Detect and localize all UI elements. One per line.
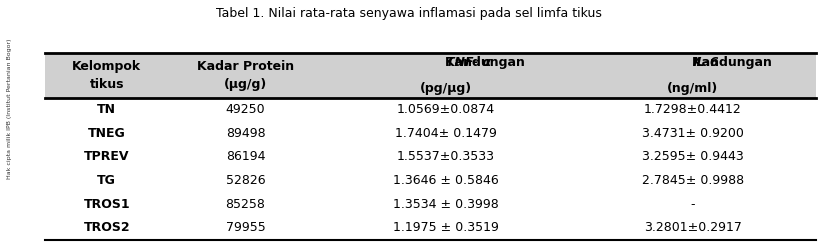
- Text: 3.2595± 0.9443: 3.2595± 0.9443: [642, 151, 744, 164]
- Text: 49250: 49250: [226, 103, 265, 116]
- Text: Kandungan: Kandungan: [692, 56, 776, 69]
- Text: Kandungan: Kandungan: [445, 56, 529, 69]
- Text: 1.3646 ± 0.5846: 1.3646 ± 0.5846: [393, 174, 499, 187]
- Text: 1.3534 ± 0.3998: 1.3534 ± 0.3998: [393, 198, 499, 211]
- Text: Hak cipta milik IPB (Institut Pertanian Bogor): Hak cipta milik IPB (Institut Pertanian …: [7, 39, 12, 179]
- Text: TN: TN: [97, 103, 116, 116]
- Text: 2.7845± 0.9988: 2.7845± 0.9988: [642, 174, 744, 187]
- Text: -: -: [690, 198, 695, 211]
- Text: TNEG: TNEG: [88, 127, 126, 140]
- Text: Kelompok
tikus: Kelompok tikus: [72, 60, 142, 91]
- Text: Kadar Protein
(µg/g): Kadar Protein (µg/g): [197, 60, 294, 91]
- Text: IL-6: IL-6: [693, 56, 720, 69]
- Text: 3.2801±0.2917: 3.2801±0.2917: [644, 221, 742, 234]
- Text: 79955: 79955: [226, 221, 265, 234]
- Text: (ng/ml): (ng/ml): [667, 83, 718, 95]
- Text: TPREV: TPREV: [84, 151, 129, 164]
- Text: (pg/µg): (pg/µg): [420, 83, 472, 95]
- Text: TG: TG: [97, 174, 116, 187]
- Text: 1.5537±0.3533: 1.5537±0.3533: [397, 151, 495, 164]
- Text: 1.7404± 0.1479: 1.7404± 0.1479: [395, 127, 497, 140]
- Text: Tabel 1. Nilai rata-rata senyawa inflamasi pada sel limfa tikus: Tabel 1. Nilai rata-rata senyawa inflama…: [216, 7, 602, 20]
- Text: 1.7298±0.4412: 1.7298±0.4412: [644, 103, 742, 116]
- Text: TROS1: TROS1: [83, 198, 130, 211]
- Text: TNF- α: TNF- α: [446, 56, 492, 69]
- Text: 86194: 86194: [226, 151, 265, 164]
- Text: 1.1975 ± 0.3519: 1.1975 ± 0.3519: [393, 221, 499, 234]
- Text: 85258: 85258: [226, 198, 266, 211]
- Text: 1.0569±0.0874: 1.0569±0.0874: [397, 103, 495, 116]
- Text: 52826: 52826: [226, 174, 265, 187]
- Text: 89498: 89498: [226, 127, 265, 140]
- Bar: [45, 53, 816, 98]
- Text: 3.4731± 0.9200: 3.4731± 0.9200: [642, 127, 744, 140]
- Text: TROS2: TROS2: [83, 221, 130, 234]
